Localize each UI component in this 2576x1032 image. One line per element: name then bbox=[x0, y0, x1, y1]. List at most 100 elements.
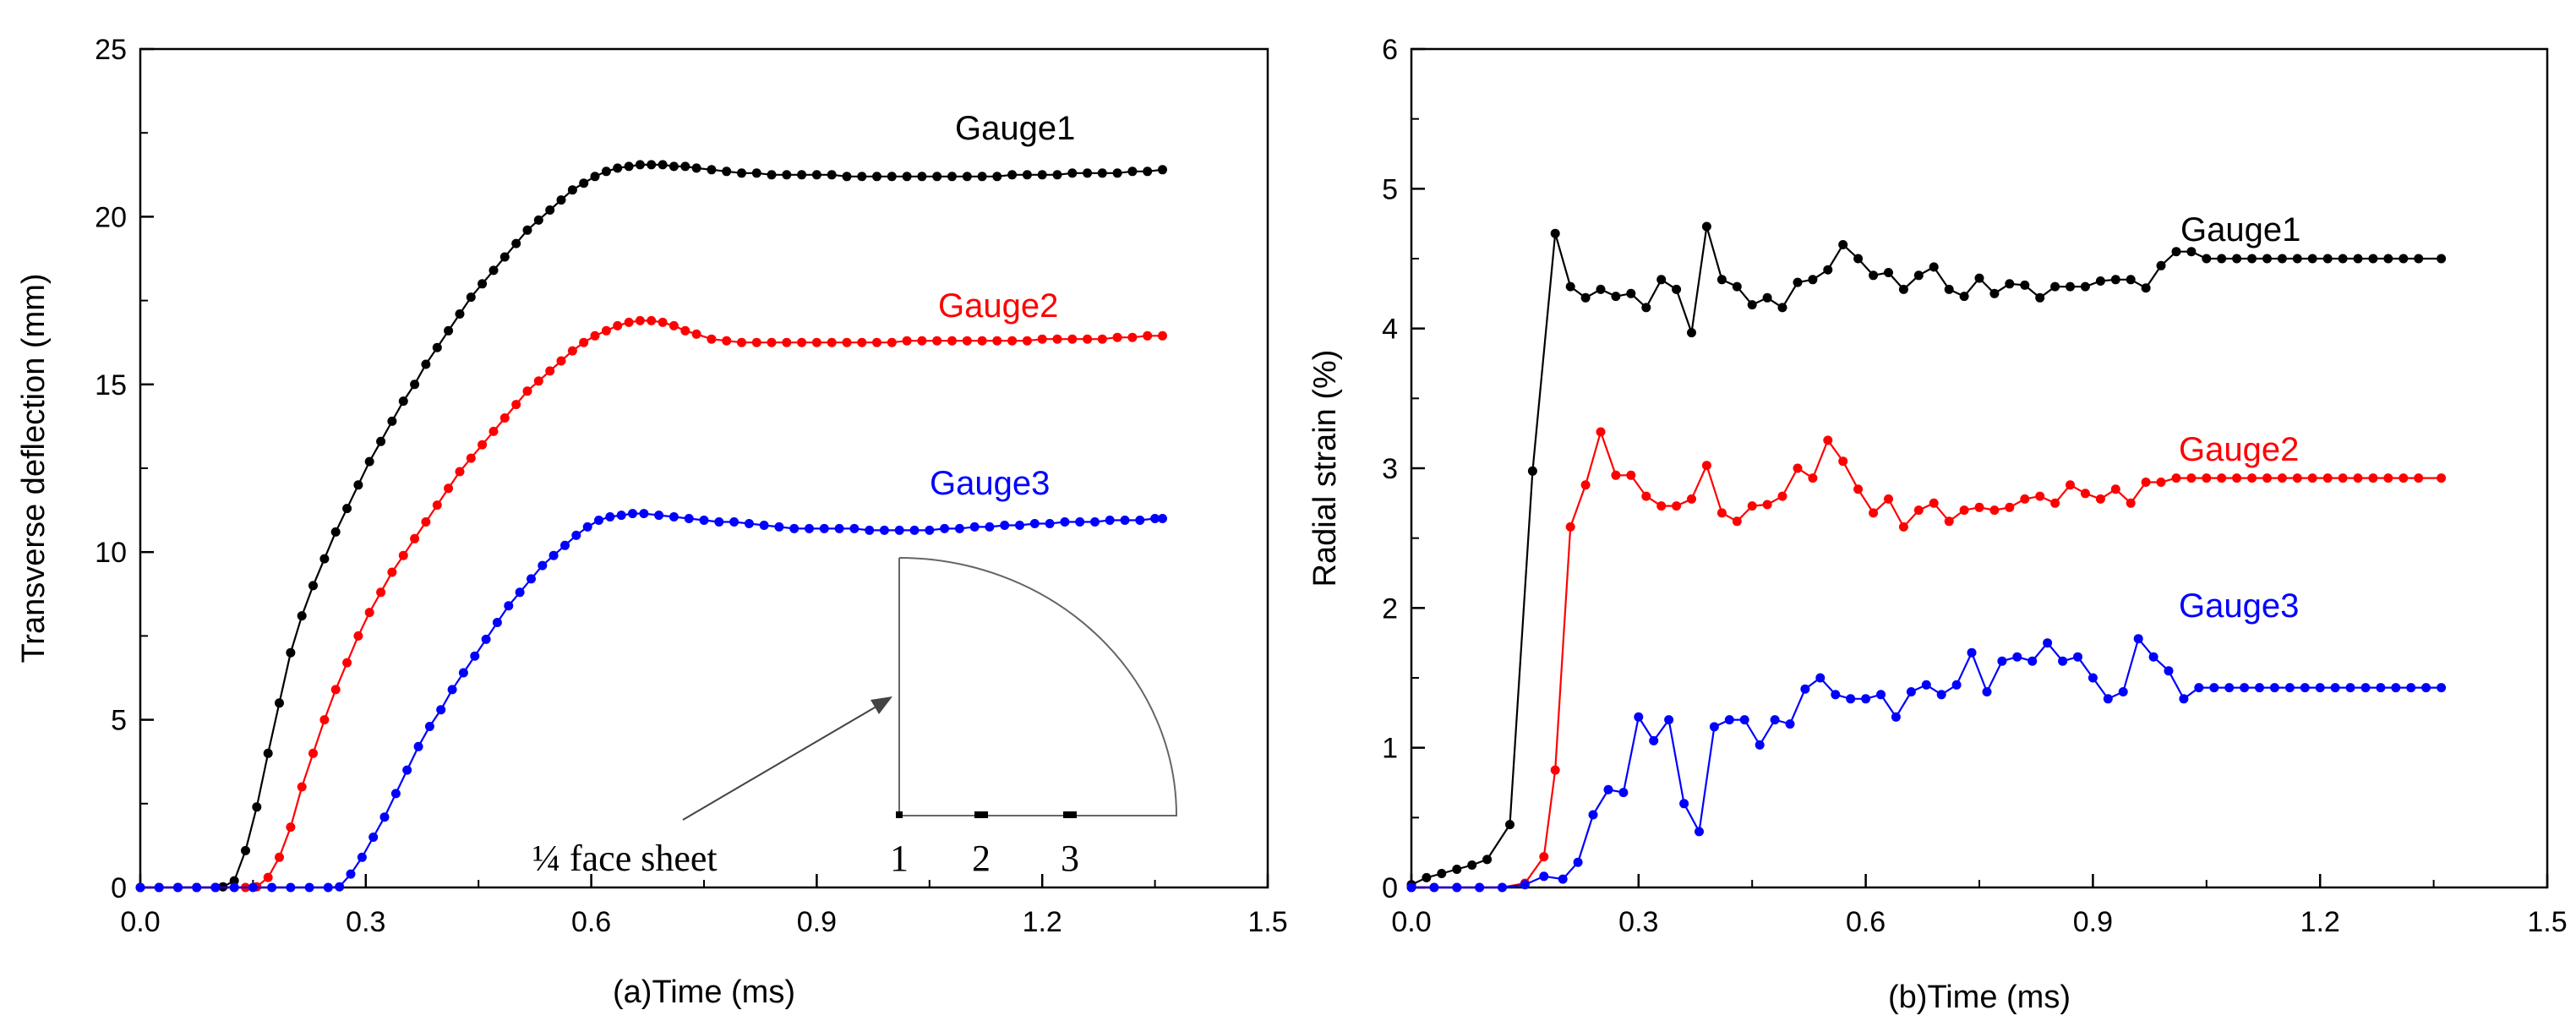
panel-b-gauge1-point bbox=[1687, 328, 1696, 338]
panel-b-gauge2-point bbox=[2110, 484, 2120, 494]
panel-a-gauge2-point bbox=[1007, 336, 1018, 346]
panel-b-gauge1-point bbox=[1838, 240, 1848, 249]
panel-a-y-label: Transverse deflection (mm) bbox=[16, 273, 52, 663]
panel-b-gauge3-point bbox=[1967, 647, 1977, 658]
panel-a-gauge2-point bbox=[977, 336, 987, 346]
panel-a-gauge3-point bbox=[229, 882, 239, 893]
panel-a-gauge3-point bbox=[819, 523, 829, 533]
panel-b-gauge3-point bbox=[1475, 882, 1485, 893]
panel-b-gauge1-point bbox=[2292, 254, 2302, 264]
panel-b-gauge2-point bbox=[2005, 502, 2015, 512]
panel-b-gauge2-point bbox=[2232, 473, 2242, 483]
panel-a-gauge3-point bbox=[1150, 514, 1160, 523]
panel-b-gauge1-point bbox=[1422, 872, 1432, 882]
panel-b-gauge2-point bbox=[1853, 484, 1864, 494]
panel-b-gauge2-point bbox=[1944, 516, 1954, 527]
panel-a-gauge2-point bbox=[827, 337, 837, 347]
panel-a-gauge2-point bbox=[1112, 332, 1122, 342]
panel-b-gauge2-point bbox=[2035, 491, 2045, 501]
panel-b-gauge1-point bbox=[1716, 275, 1727, 285]
panel-b-gauge2-point bbox=[2247, 473, 2257, 483]
panel-a-gauge1-point bbox=[737, 168, 746, 178]
panel-b-gauge3-point bbox=[2345, 683, 2355, 693]
panel-a-gauge1-point bbox=[1127, 167, 1138, 177]
panel-b-gauge3-point bbox=[1520, 880, 1530, 890]
panel-b-gauge2-point bbox=[1898, 521, 1908, 532]
panel-a-gauge1-point bbox=[1007, 170, 1018, 180]
panel-b-gauge3-point bbox=[2058, 656, 2068, 666]
panel-a-gauge3-point bbox=[1060, 517, 1070, 527]
panel-b-gauge3-point bbox=[1861, 694, 1871, 704]
panel-a-gauge3-line bbox=[140, 512, 1163, 889]
panel-a-gauge2-point bbox=[432, 500, 442, 511]
panel-a-gauge2-point bbox=[857, 337, 867, 347]
panel-a-x-tick-label: 0.9 bbox=[797, 906, 837, 938]
panel-a-gauge3-point bbox=[402, 765, 412, 775]
gauge-2-marker bbox=[974, 811, 988, 818]
panel-b-gauge2-point bbox=[1626, 470, 1636, 480]
gauge-1-marker bbox=[896, 811, 903, 818]
panel-a-y-tick-label: 25 bbox=[95, 34, 127, 66]
panel-a-y-tick-label: 0 bbox=[111, 872, 127, 904]
panel-a-gauge3-point bbox=[436, 705, 446, 715]
panel-a-gauge2-point bbox=[511, 400, 521, 410]
panel-a-legend-gauge3: Gauge3 bbox=[930, 465, 1050, 502]
panel-a-gauge2-point bbox=[658, 317, 668, 327]
panel-a-gauge2-point bbox=[887, 337, 897, 347]
panel-a-gauge3-point bbox=[560, 540, 570, 550]
panel-a-gauge2-point bbox=[275, 852, 284, 862]
panel-a-gauge1-point bbox=[241, 845, 250, 855]
panel-a-gauge2-point bbox=[1067, 334, 1078, 344]
panel-a-gauge3-point bbox=[571, 530, 581, 540]
panel-b-gauge2-point bbox=[2277, 473, 2287, 483]
panel-b-gauge2-point bbox=[2383, 473, 2393, 483]
panel-a-gauge3-point bbox=[954, 523, 964, 533]
panel-b-gauge2-point bbox=[1959, 505, 1969, 516]
gauge-3-marker bbox=[1063, 811, 1077, 818]
panel-a-gauge3-point bbox=[267, 882, 277, 893]
panel-a-gauge2-point bbox=[1097, 334, 1107, 344]
panel-b-gauge3-point bbox=[1800, 684, 1810, 694]
quarter-face-sheet-inset: 1 2 3 ¼ face sheet bbox=[532, 557, 1178, 879]
panel-b-gauge2-point bbox=[2338, 473, 2348, 483]
panel-a-gauge3-point bbox=[909, 525, 920, 535]
panel-a-gauge3-point bbox=[335, 882, 345, 892]
panel-a-gauge1-point bbox=[751, 168, 761, 178]
panel-a-gauge3-point bbox=[1045, 519, 1055, 528]
panel-a-gauge2-point bbox=[842, 337, 852, 347]
panel-b-gauge1-point bbox=[2080, 281, 2090, 292]
panel-b-gauge1-point bbox=[2262, 254, 2272, 264]
panel-a-series-gauge1 bbox=[135, 160, 1167, 893]
panel-b-gauge1-point bbox=[1565, 281, 1575, 292]
panel-a-gauge2-point bbox=[1022, 336, 1032, 346]
panel-a-legend-gauge1: Gauge1 bbox=[955, 110, 1075, 147]
panel-a-gauge2-point bbox=[466, 453, 476, 463]
panel-a-gauge1-point bbox=[330, 527, 341, 537]
panel-a-gauge1-point bbox=[545, 205, 555, 215]
panel-a-gauge3-point bbox=[925, 525, 935, 535]
panel-b-gauge1-point bbox=[2338, 254, 2348, 264]
panel-a-y-tick-label: 5 bbox=[111, 705, 127, 737]
panel-a-gauge2-point bbox=[478, 440, 488, 450]
panel-b-gauge2-point bbox=[2080, 489, 2090, 499]
panel-b-gauge2-point bbox=[1565, 521, 1575, 532]
panel-a-gauge1-point bbox=[691, 163, 701, 173]
panel-a-gauge1-point bbox=[827, 170, 837, 180]
panel-a-gauge1-point bbox=[319, 554, 330, 564]
panel-a-gauge2-point bbox=[533, 376, 543, 386]
panel-a-gauge3-point bbox=[1075, 517, 1085, 527]
panel-a-gauge3-point bbox=[470, 651, 480, 661]
panel-b-gauge3-point bbox=[2148, 652, 2158, 662]
panel-a-gauge2-point bbox=[488, 426, 499, 436]
panel-b-gauge1-point bbox=[2322, 254, 2333, 264]
panel-b-gauge3-point bbox=[2073, 652, 2082, 662]
panel-b-gauge2-point bbox=[2307, 473, 2317, 483]
panel-a-gauge3-point bbox=[744, 519, 754, 528]
panel-a-gauge2-point bbox=[1143, 330, 1153, 341]
panel-a-gauge1-point bbox=[902, 172, 912, 182]
panel-a-gauge2-point bbox=[590, 330, 600, 341]
panel-b-series-gauge1 bbox=[1406, 221, 2447, 890]
panel-b-gauge3-point bbox=[2437, 683, 2447, 693]
panel-b-gauge3-point bbox=[1785, 719, 1795, 729]
